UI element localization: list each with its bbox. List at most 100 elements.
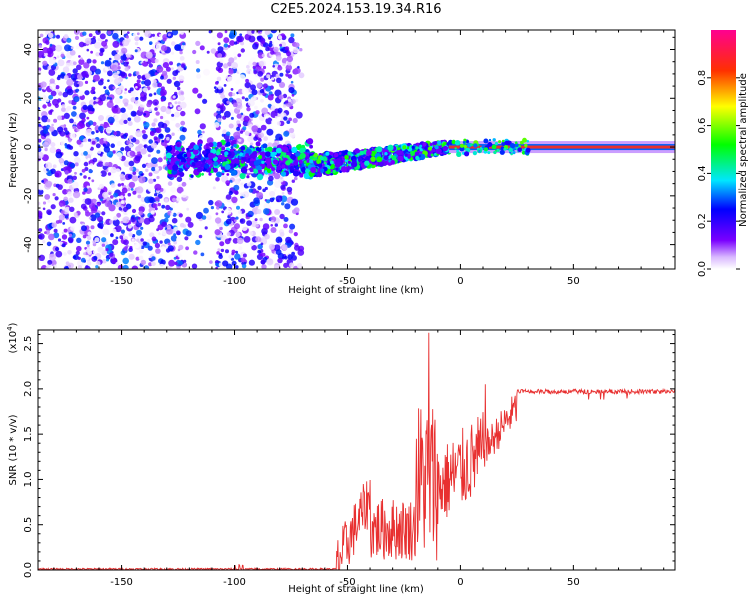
noise-speckle xyxy=(253,70,258,75)
noise-speckle xyxy=(290,198,299,206)
drift-speckle xyxy=(310,166,317,174)
noise-speckle xyxy=(165,248,171,253)
noise-speckle xyxy=(154,58,159,63)
noise-speckle xyxy=(145,51,153,59)
noise-speckle xyxy=(162,37,167,42)
carrier-speckle xyxy=(299,173,304,178)
noise-speckle xyxy=(89,37,97,45)
noise-speckle xyxy=(122,257,129,265)
noise-speckle xyxy=(154,193,158,197)
noise-speckle xyxy=(161,221,168,228)
carrier-speckle xyxy=(265,158,272,165)
carrier-speckle xyxy=(197,166,203,173)
noise-speckle xyxy=(239,33,243,37)
noise-speckle xyxy=(53,118,58,123)
noise-speckle xyxy=(42,240,46,244)
carrier-speckle xyxy=(200,163,204,168)
carrier-speckle xyxy=(175,160,180,165)
noise-speckle xyxy=(87,231,92,236)
noise-speckle xyxy=(257,185,262,191)
noise-speckle xyxy=(109,252,114,257)
noise-speckle xyxy=(171,67,174,70)
drift-speckle xyxy=(428,146,432,151)
noise-speckle xyxy=(66,105,72,111)
carrier-speckle xyxy=(193,157,199,163)
noise-speckle xyxy=(44,147,48,152)
carrier-speckle xyxy=(197,155,202,160)
noise-speckle xyxy=(99,47,105,53)
carrier-ripple xyxy=(496,148,500,152)
noise-speckle xyxy=(291,93,295,97)
noise-speckle xyxy=(135,86,138,89)
noise-speckle xyxy=(70,46,74,50)
noise-speckle xyxy=(296,263,303,269)
noise-speckle xyxy=(95,52,100,57)
noise-speckle xyxy=(53,228,58,233)
carrier-speckle xyxy=(230,146,234,149)
noise-speckle xyxy=(56,89,60,93)
noise-speckle xyxy=(274,178,278,182)
noise-speckle xyxy=(130,90,137,97)
x-tick-label: 0 xyxy=(457,577,463,588)
noise-speckle xyxy=(222,260,229,267)
noise-speckle xyxy=(120,135,125,139)
drift-speckle xyxy=(357,157,363,162)
noise-speckle xyxy=(150,223,156,228)
noise-speckle xyxy=(97,38,101,42)
noise-speckle xyxy=(137,194,142,199)
noise-speckle xyxy=(138,176,146,184)
noise-speckle xyxy=(55,250,63,258)
noise-speckle xyxy=(161,204,166,209)
noise-speckle xyxy=(59,159,64,163)
noise-speckle xyxy=(64,143,68,146)
noise-speckle xyxy=(83,252,87,256)
carrier-ripple xyxy=(488,138,492,142)
noise-speckle xyxy=(128,181,136,189)
drift-speckle xyxy=(402,145,407,150)
carrier-speckle xyxy=(306,138,314,145)
noise-speckle xyxy=(195,40,201,47)
noise-speckle xyxy=(72,175,77,181)
noise-speckle xyxy=(135,155,141,162)
noise-speckle xyxy=(120,155,126,162)
noise-speckle xyxy=(103,86,107,90)
noise-speckle xyxy=(137,74,142,80)
carrier-speckle xyxy=(195,161,201,167)
carrier-speckle xyxy=(181,147,185,151)
noise-speckle xyxy=(289,223,296,230)
noise-speckle xyxy=(115,261,120,267)
carrier-speckle xyxy=(261,160,265,164)
noise-speckle xyxy=(38,201,41,206)
noise-speckle xyxy=(177,101,181,105)
noise-speckle xyxy=(201,215,207,220)
noise-speckle xyxy=(140,148,147,155)
noise-speckle xyxy=(108,84,115,91)
y-tick-label: 0 xyxy=(23,144,34,150)
noise-speckle xyxy=(71,111,77,117)
noise-speckle xyxy=(172,212,177,217)
noise-speckle xyxy=(78,41,85,48)
noise-speckle xyxy=(255,66,261,72)
noise-speckle xyxy=(71,181,79,189)
spectrogram-ticks: -150 -100 -50 0 50 40 20 0 -20 -40 xyxy=(23,30,675,287)
carrier-speckle xyxy=(176,144,180,147)
noise-speckle xyxy=(41,180,44,183)
noise-speckle xyxy=(228,57,235,64)
noise-speckle xyxy=(229,40,236,46)
carrier-ripple xyxy=(493,150,497,155)
noise-speckle xyxy=(248,188,254,193)
noise-speckle xyxy=(48,253,57,261)
noise-speckle xyxy=(287,61,292,66)
noise-speckle xyxy=(294,176,298,181)
spectrogram-image xyxy=(38,30,675,269)
noise-speckle xyxy=(262,223,270,230)
noise-speckle xyxy=(160,115,164,120)
noise-speckle xyxy=(80,257,86,263)
noise-speckle xyxy=(174,111,181,118)
noise-speckle xyxy=(107,172,112,176)
noise-speckle xyxy=(232,102,238,108)
noise-speckle xyxy=(246,181,252,187)
x-tick-label: -50 xyxy=(339,577,355,588)
noise-speckle xyxy=(97,150,102,154)
noise-speckle xyxy=(261,264,267,269)
